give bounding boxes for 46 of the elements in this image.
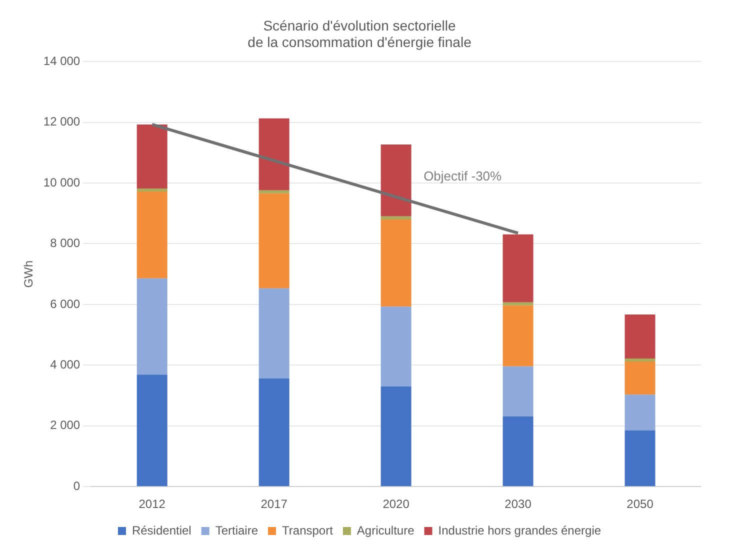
bar (136, 374, 168, 486)
bar (136, 124, 168, 188)
bar (502, 305, 534, 366)
y-tick-label: 8 000 (50, 236, 80, 250)
legend-label: Résidentiel (132, 523, 192, 538)
bar (258, 378, 290, 486)
legend-label: Transport (282, 523, 334, 538)
y-tick-label: 14 000 (43, 54, 80, 68)
bar (258, 118, 290, 190)
bar (258, 288, 290, 379)
y-tick-label: 12 000 (43, 114, 80, 129)
x-tick-label: 2020 (382, 497, 410, 512)
y-tick-label: 0 (73, 478, 80, 493)
bar (502, 302, 534, 306)
bar (624, 358, 656, 362)
x-tick-label: 2050 (626, 497, 654, 512)
bar (380, 216, 412, 220)
bar (502, 366, 534, 416)
bar (502, 416, 534, 486)
series-label: Objectif -30% (424, 168, 502, 184)
y-tick-label: 6 000 (50, 296, 80, 311)
chart-title: Scénario d'évolution sectorielle de la consommation d'énergie finale (248, 17, 472, 50)
y-tick-label: 4 000 (50, 357, 80, 372)
x-tick-label: 2017 (260, 497, 288, 512)
y-tick-label: 2 000 (50, 418, 80, 432)
y-tick-label: 10 000 (43, 175, 80, 190)
bar (380, 306, 412, 386)
bar (624, 362, 656, 395)
x-tick-label: 2030 (504, 497, 532, 512)
legend-label: Tertiaire (215, 523, 258, 538)
bar (258, 193, 290, 288)
bar (136, 188, 168, 192)
bar (380, 219, 412, 307)
bar (136, 278, 168, 375)
bar (258, 190, 290, 194)
bar (624, 394, 656, 430)
bar (380, 386, 412, 486)
legend-label: Industrie hors grandes énergie (438, 523, 602, 538)
bar (624, 430, 656, 486)
bar (502, 234, 534, 302)
x-tick-label: 2012 (138, 497, 166, 512)
legend-label: Agriculture (356, 523, 415, 538)
bar (380, 144, 412, 216)
bar (624, 314, 656, 358)
y-axis-title: GWh (22, 260, 36, 288)
bar (136, 192, 168, 278)
